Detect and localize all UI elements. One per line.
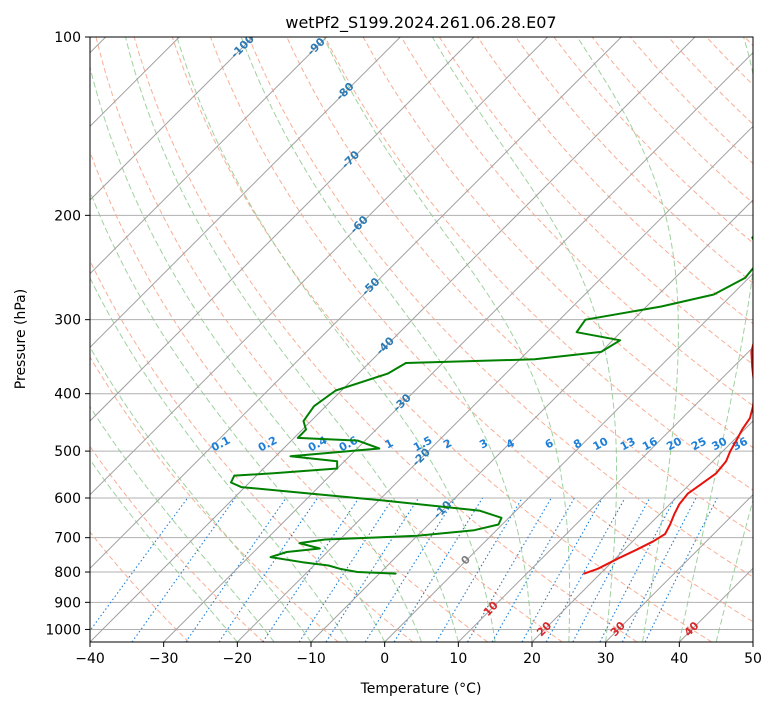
x-tick-label: −30 [149, 651, 179, 667]
x-tick-label: −20 [223, 651, 253, 667]
y-tick-label: 100 [54, 30, 81, 46]
x-tick-label: −40 [75, 651, 105, 667]
x-tick-label: 10 [449, 651, 467, 667]
y-tick-label: 500 [54, 444, 81, 460]
x-tick-label: 30 [597, 651, 615, 667]
y-tick-label: 400 [54, 387, 81, 403]
x-tick-label: 0 [380, 651, 389, 667]
y-tick-label: 900 [54, 595, 81, 611]
y-tick-label: 300 [54, 313, 81, 329]
x-tick-label: 50 [744, 651, 762, 667]
y-tick-label: 600 [54, 491, 81, 507]
y-tick-label: 800 [54, 565, 81, 581]
x-tick-label: −10 [296, 651, 326, 667]
chart-title: wetPf2_S199.2024.261.06.28.E07 [285, 13, 556, 33]
y-axis-title: Pressure (hPa) [13, 289, 29, 389]
x-tick-label: 20 [523, 651, 541, 667]
y-tick-label: 700 [54, 531, 81, 547]
y-tick-label: 1000 [45, 622, 81, 638]
y-tick-label: 200 [54, 208, 81, 224]
x-tick-label: 40 [670, 651, 688, 667]
x-axis-title: Temperature (°C) [360, 681, 482, 697]
